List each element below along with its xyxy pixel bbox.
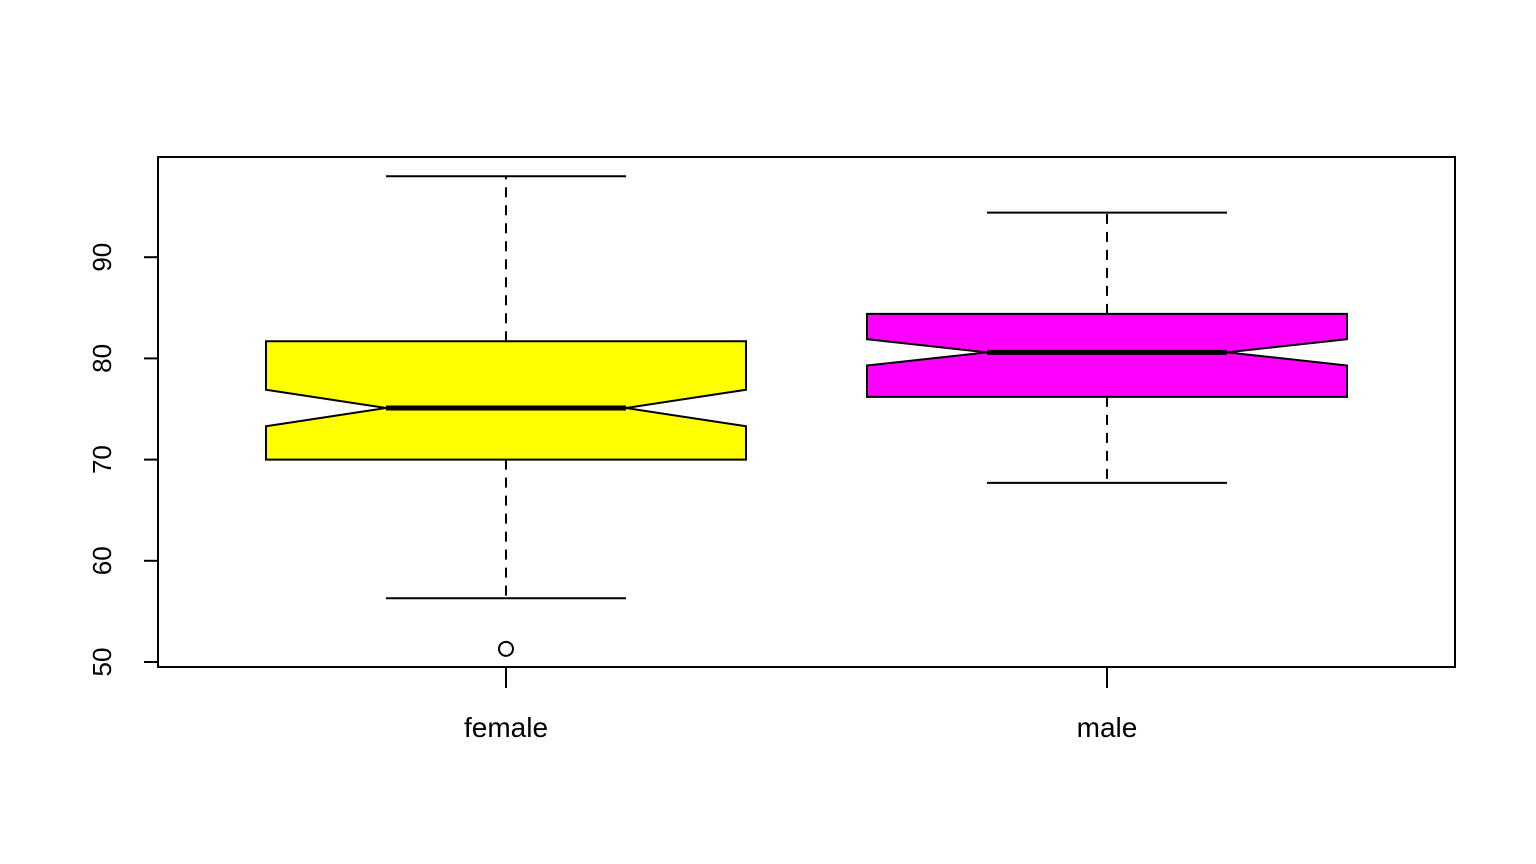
box-female bbox=[265, 175, 747, 657]
y-axis: 50 60 70 80 90 bbox=[87, 243, 159, 677]
box-male bbox=[866, 211, 1348, 484]
y-tick-label: 60 bbox=[87, 546, 117, 575]
y-tick-label: 70 bbox=[87, 445, 117, 474]
x-tick-label: male bbox=[1077, 712, 1138, 743]
boxes bbox=[265, 175, 1348, 657]
box-body bbox=[265, 340, 747, 461]
box-body bbox=[866, 312, 1348, 398]
x-axis: female male bbox=[464, 667, 1137, 743]
y-tick-label: 80 bbox=[87, 344, 117, 373]
y-tick-label: 50 bbox=[87, 648, 117, 677]
y-tick-label: 90 bbox=[87, 243, 117, 272]
x-tick-label: female bbox=[464, 712, 548, 743]
outlier-point bbox=[498, 640, 514, 657]
plot-frame bbox=[157, 156, 1456, 668]
